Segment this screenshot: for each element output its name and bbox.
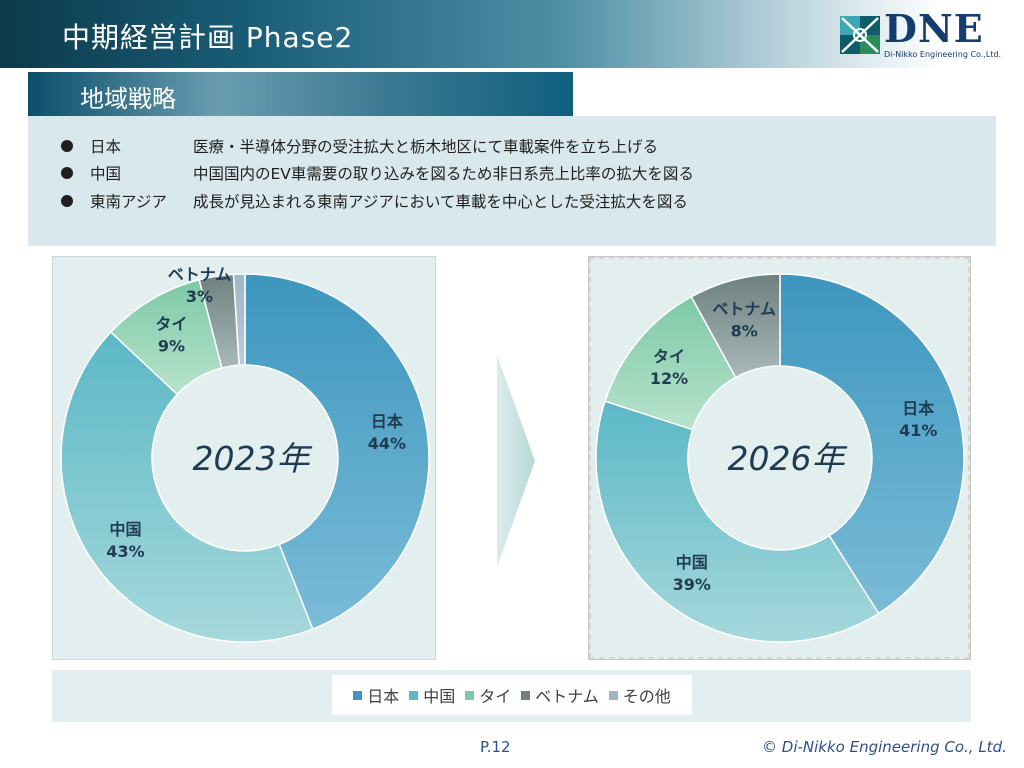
legend-item-japan: 日本 [353, 683, 399, 707]
slice-value-vietnam: 8% [731, 322, 758, 341]
bullet-description: 中国国内のEV車需要の取り込みを図るため非日系売上比率の拡大を図る [193, 165, 694, 183]
logo-wordmark: DNE [884, 6, 984, 51]
slice-label-vietnam: ベトナム [712, 300, 776, 319]
section-header: 地域戦略 [28, 72, 573, 116]
legend-swatch-icon [608, 690, 618, 700]
slice-label-thai: タイ [155, 315, 187, 334]
donut-center-year-label: 2026年 [728, 439, 848, 478]
donut-center-year-label: 2023年 [193, 439, 313, 478]
bullet-dot-icon [61, 140, 73, 152]
chart-panel-2023: 日本 44% 中国 43% タイ 9% ベトナム 3% 2023年 [52, 256, 436, 660]
donut-chart-2026: 日本 41% 中国 39% タイ 12% ベトナム 8% 2026年 [595, 273, 965, 643]
legend-label: その他 [622, 687, 671, 706]
legend-item-other: その他 [608, 683, 671, 707]
legend-label: 日本 [367, 687, 400, 706]
strategy-bullet-list: 日本 医療・半導体分野の受注拡大と栃木地区にて車載案件を立ち上げる 中国 中国国… [28, 116, 996, 246]
legend-label: 中国 [423, 687, 456, 706]
bullet-description: 医療・半導体分野の受注拡大と栃木地区にて車載案件を立ち上げる [193, 138, 659, 156]
legend-swatch-icon [465, 690, 475, 700]
logo-mark-icon [840, 16, 880, 54]
legend-swatch-icon [353, 690, 363, 700]
slice-label-japan: 日本 [902, 399, 934, 418]
company-logo: DNE Di-Nikko Engineering Co.,Ltd. [838, 6, 1002, 64]
bullet-item-japan: 日本 医療・半導体分野の受注拡大と栃木地区にて車載案件を立ち上げる [28, 134, 996, 158]
bullet-description: 成長が見込まれる東南アジアにおいて車載を中心とした受注拡大を図る [193, 193, 688, 211]
slice-value-china: 43% [106, 542, 144, 561]
slice-label-japan: 日本 [371, 412, 403, 431]
pie-slice-vietnam [690, 273, 781, 379]
pie-slice-other [232, 273, 246, 366]
section-title: 地域戦略 [80, 85, 176, 113]
bullet-region-label: 中国 [90, 165, 122, 183]
legend-item-china: 中国 [409, 683, 455, 707]
legend-swatch-icon [521, 690, 531, 700]
title-bar: 中期経営計画 Phase2 DNE Di-Nikko Engineering C… [0, 0, 1024, 68]
bullet-dot-icon [61, 167, 73, 179]
slice-value-japan: 41% [899, 421, 937, 440]
chart-panel-2026: 日本 41% 中国 39% タイ 12% ベトナム 8% 2026年 [588, 256, 971, 660]
slice-value-vietnam: 3% [186, 287, 213, 306]
page-number: P.12 [480, 738, 511, 756]
slice-label-thai: タイ [653, 347, 685, 366]
legend-item-thai: タイ [465, 683, 511, 707]
bullet-dot-icon [61, 195, 73, 207]
pie-slice-japan [244, 273, 430, 631]
slice-value-japan: 44% [368, 434, 406, 453]
bullet-region-label: 東南アジア [90, 193, 167, 211]
donut-hole [689, 367, 871, 549]
bullet-item-southeast-asia: 東南アジア 成長が見込まれる東南アジアにおいて車載を中心とした受注拡大を図る [28, 189, 996, 213]
legend-strip: 日本 中国 タイ ベトナム その他 [52, 670, 971, 722]
slide-title: 中期経営計画 Phase2 [62, 21, 354, 54]
pie-slice-china [60, 330, 314, 643]
slice-label-china: 中国 [109, 520, 141, 539]
bullet-item-china: 中国 中国国内のEV車需要の取り込みを図るため非日系売上比率の拡大を図る [28, 161, 996, 185]
chart-legend: 日本 中国 タイ ベトナム その他 [332, 675, 692, 715]
legend-label: タイ [479, 687, 512, 706]
logo-subtext: Di-Nikko Engineering Co.,Ltd. [884, 50, 1002, 59]
bullet-region-label: 日本 [90, 138, 122, 156]
legend-label: ベトナム [535, 687, 599, 706]
slice-label-china: 中国 [676, 553, 708, 572]
slice-value-china: 39% [673, 575, 711, 594]
legend-item-vietnam: ベトナム [521, 683, 599, 707]
slice-value-thai: 12% [650, 369, 688, 388]
slice-label-vietnam: ベトナム [168, 265, 232, 284]
pie-slice-china [595, 400, 880, 643]
chevron-right-arrow-icon [497, 355, 535, 567]
slice-value-thai: 9% [158, 337, 185, 356]
legend-swatch-icon [409, 690, 419, 700]
donut-chart-2023: 日本 44% 中国 43% タイ 9% ベトナム 3% 2023年 [60, 265, 430, 643]
copyright-notice: © Di-Nikko Engineering Co., Ltd. [762, 738, 1007, 756]
donut-hole [153, 366, 337, 550]
pie-slice-japan [779, 273, 965, 615]
